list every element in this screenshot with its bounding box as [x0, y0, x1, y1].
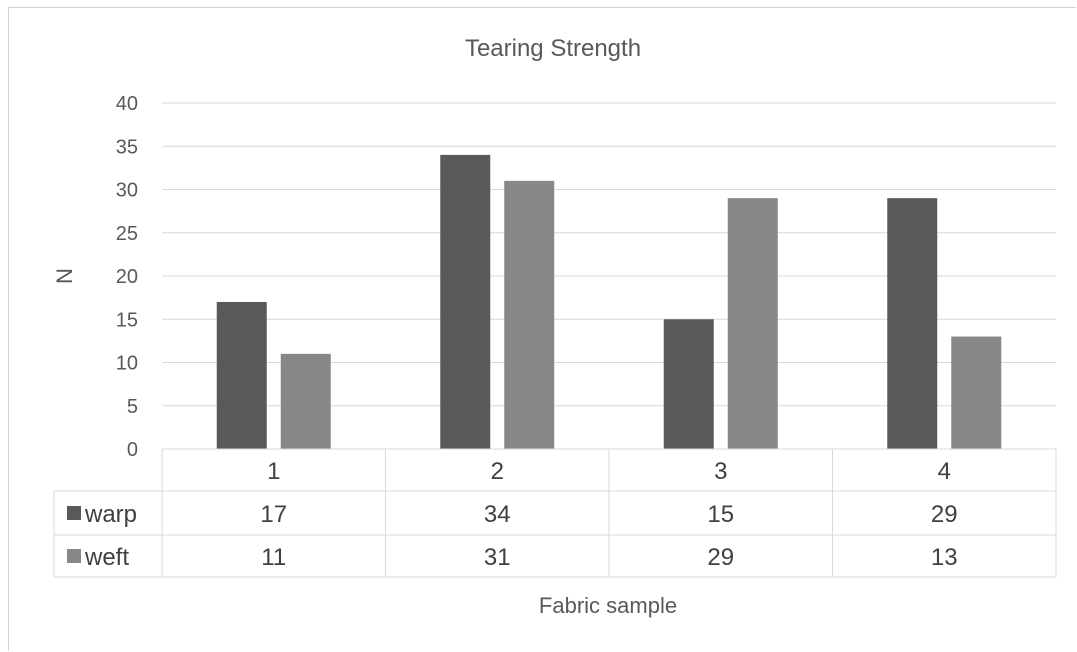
- legend-swatch-warp: [67, 506, 81, 520]
- chart-frame: [8, 7, 1076, 651]
- y-tick-label: 5: [127, 396, 138, 418]
- y-tick-label: 10: [116, 353, 138, 375]
- category-label: 2: [491, 458, 504, 485]
- table-value-weft: 29: [707, 544, 734, 571]
- y-tick-label: 25: [116, 223, 138, 245]
- y-tick-label: 0: [127, 439, 138, 461]
- table-value-warp: 29: [931, 501, 958, 528]
- legend-swatch-weft: [67, 549, 81, 563]
- table-value-weft: 11: [261, 544, 286, 571]
- bar-weft-2: [504, 180, 555, 449]
- category-label: 1: [267, 458, 280, 485]
- category-label: 4: [938, 458, 951, 485]
- table-value-warp: 15: [707, 501, 734, 528]
- bar-warp-1: [216, 301, 267, 449]
- y-tick-label: 15: [116, 309, 138, 331]
- table-value-weft: 13: [931, 544, 958, 571]
- bar-weft-4: [951, 336, 1002, 449]
- bar-warp-2: [440, 154, 491, 449]
- table-value-weft: 31: [484, 544, 511, 571]
- bar-warp-4: [887, 198, 938, 449]
- y-tick-label: 20: [116, 266, 138, 288]
- bar-warp-3: [663, 319, 714, 449]
- table-value-warp: 17: [260, 501, 287, 528]
- bar-weft-1: [280, 353, 331, 449]
- x-axis-label: Fabric sample: [539, 593, 677, 618]
- y-axis-label: N: [52, 268, 77, 284]
- table-value-warp: 34: [484, 501, 511, 528]
- category-label: 3: [714, 458, 727, 485]
- chart-title: Tearing Strength: [465, 35, 641, 62]
- bars: [216, 154, 1002, 449]
- legend-label-weft: weft: [84, 544, 129, 571]
- bar-weft-3: [727, 198, 778, 449]
- legend-label-warp: warp: [84, 501, 137, 528]
- y-tick-label: 40: [116, 93, 138, 115]
- y-tick-label: 30: [116, 180, 138, 202]
- y-tick-label: 35: [116, 136, 138, 158]
